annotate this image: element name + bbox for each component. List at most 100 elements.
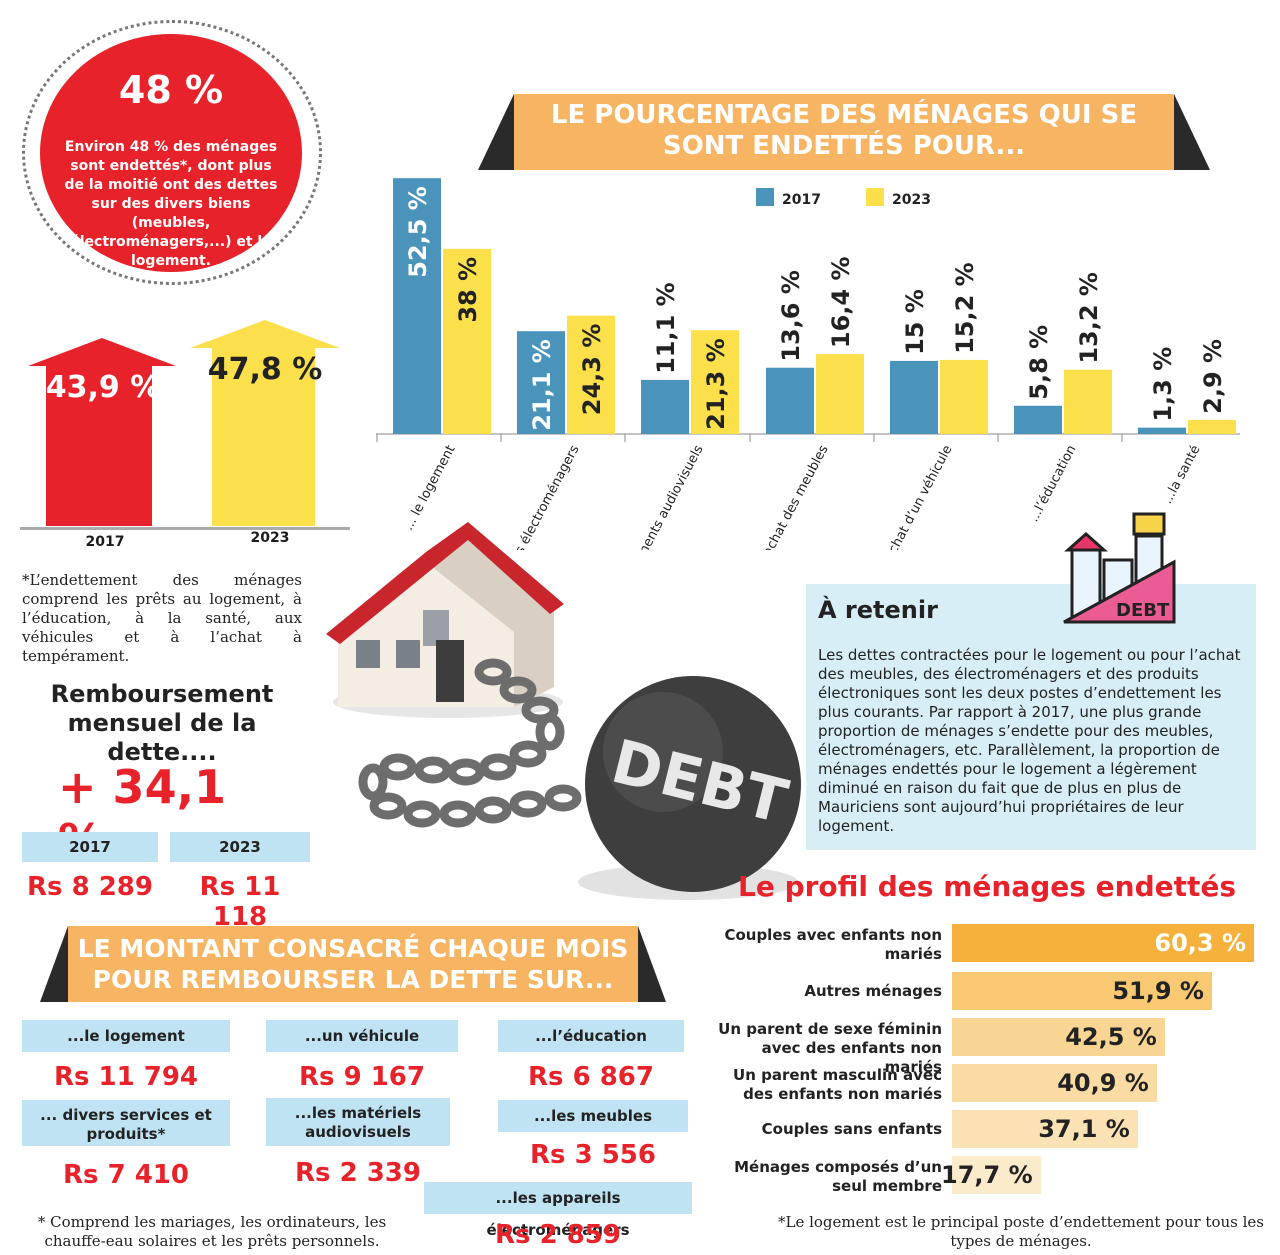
highlight-circle: 48 % Environ 48 % des ménages sont endet…	[40, 34, 302, 272]
profil-chart: Couples avec enfants non mariés 60,3 % Aut…	[700, 918, 1270, 1208]
profil-value-2: 42,5 %	[1065, 1023, 1157, 1051]
bar-label-2023-4: 15,2 %	[951, 262, 979, 354]
remboursement-year-2023: 2023	[170, 832, 310, 862]
bar-label-2017-5: 5,8 %	[1025, 325, 1053, 400]
montant-title: LE MONTANT CONSACRÉ CHAQUE MOIS POUR REM…	[68, 933, 638, 995]
profil-value-1: 51,9 %	[1112, 977, 1204, 1005]
bar-2023-6	[1188, 419, 1236, 434]
bar-2017-6	[1138, 427, 1186, 434]
bar-2017-5	[1014, 405, 1062, 434]
profil-bar-3	[952, 1064, 1157, 1102]
arrows-chart	[28, 320, 340, 526]
category-label-4: ...l’achat d’un véhicule	[873, 443, 956, 550]
montant-label-education: ...l’éducation	[498, 1020, 684, 1052]
legend-swatch-2017	[756, 188, 774, 206]
bar-2017-2	[641, 379, 689, 434]
bar-2017-3	[766, 367, 814, 434]
montant-amount-audiovisuels: Rs 2 339	[295, 1158, 421, 1188]
bar-label-2023-1: 24,3 %	[578, 324, 606, 416]
retenir-box: À retenir Les dettes contractées pour le…	[806, 584, 1256, 850]
circle-percentage: 48 %	[118, 68, 224, 112]
montant-label-logement: ...le logement	[22, 1020, 230, 1052]
profil-value-4: 37,1 %	[1038, 1115, 1130, 1143]
arrow-2017-value: 43,9 %	[45, 370, 161, 405]
montant-banner-shape	[40, 926, 666, 1002]
profil-title: Le profil des ménages endettés	[738, 870, 1237, 903]
profil-label-3: Un parent masculin avec des enfants non …	[733, 1066, 942, 1103]
bar-2017-1	[517, 331, 565, 434]
arrows-baseline	[20, 527, 350, 530]
bar-2017-4	[890, 360, 938, 434]
debt-icon-label: DEBT	[1116, 600, 1170, 621]
montant-amount-divers: Rs 7 410	[63, 1160, 189, 1190]
profil-value-3: 40,9 %	[1057, 1069, 1149, 1097]
profil-label-1: Autres ménages	[804, 982, 942, 1000]
bar-label-2023-3: 16,4 %	[827, 256, 855, 348]
montant-amount-meubles: Rs 3 556	[530, 1140, 656, 1170]
montant-amount-logement: Rs 11 794	[53, 1062, 199, 1092]
bar-label-2023-0: 38 %	[454, 257, 482, 323]
profil-label-0: Couples avec enfants non mariés	[724, 926, 942, 963]
montant-label-electromenagers: ...les appareils électroménagers	[424, 1182, 692, 1239]
arrow-2023	[190, 320, 340, 526]
bar-2023-3	[816, 354, 864, 434]
legend-label-2023: 2023	[892, 192, 931, 208]
bar-2023-5	[1064, 369, 1112, 434]
profil-bar-2	[952, 1018, 1165, 1056]
profil-label-5: Ménages composés d’un seul membre	[734, 1158, 942, 1195]
profil-bar-0	[952, 924, 1254, 962]
bar-label-2017-1: 21,1 %	[528, 339, 556, 431]
profil-label-4: Couples sans enfants	[761, 1120, 942, 1138]
bar-label-2017-3: 13,6 %	[777, 270, 805, 362]
montant-amount-electromenagers: Rs 2 859	[495, 1220, 621, 1250]
legend-label-2017: 2017	[782, 192, 821, 208]
montant-label-audiovisuels: ...les matériels audiovisuels	[266, 1098, 450, 1146]
profil-bar-1	[952, 972, 1212, 1010]
bar-2023-0	[443, 248, 491, 434]
arrow-2017	[28, 338, 176, 526]
profil-bar-4	[952, 1110, 1138, 1148]
montant-amount-vehicule: Rs 9 167	[299, 1062, 425, 1092]
bar-2023-4	[940, 359, 988, 434]
bar-chart: 2017 2023 52,5 % 38 % ... le logement 21,1 % 2…	[376, 178, 1240, 550]
retenir-text: Les dettes contractées pour le logement …	[818, 646, 1241, 835]
arrow-2023-year: 2023	[250, 530, 290, 546]
montant-label-meubles: ...les meubles	[498, 1100, 688, 1132]
montant-amount-education: Rs 6 867	[528, 1062, 654, 1092]
bar-label-2023-2: 21,3 %	[702, 338, 730, 430]
bar-label-2023-6: 2,9 %	[1199, 339, 1227, 414]
bar-2023-1	[567, 315, 615, 434]
bar-label-2017-0: 52,5 %	[404, 186, 432, 278]
montant-title-line1: LE MONTANT CONSACRÉ CHAQUE MOIS	[77, 934, 629, 963]
profil-footnote: *Le logement est le principal poste d’en…	[778, 1213, 1264, 1250]
remboursement-amount-2017: Rs 8 289	[27, 872, 153, 902]
remboursement-year-2017: 2017	[22, 832, 158, 862]
montant-title-line2: POUR REMBOURSER LA DETTE SUR...	[92, 965, 614, 994]
retenir-title: À retenir	[818, 596, 938, 624]
legend-swatch-2023	[866, 188, 884, 206]
chart-title: LE POURCENTAGE DES MÉNAGES QUI SE SONT E…	[550, 100, 1138, 161]
circle-description: Environ 48 % des ménages sont endettés*,…	[64, 139, 278, 269]
debt-icon: DEBT	[1063, 512, 1176, 624]
montant-label-vehicule: ...un véhicule	[266, 1020, 458, 1052]
bar-label-2023-5: 13,2 %	[1075, 272, 1103, 364]
profil-bar-5	[952, 1156, 1041, 1194]
circle-border	[22, 20, 322, 285]
profil-value-0: 60,3 %	[1154, 929, 1246, 957]
profil-label-2: Un parent de sexe féminin avec des enfan…	[718, 1020, 942, 1076]
montant-label-divers: ... divers services et produits*	[22, 1100, 230, 1146]
category-label-6: ...la santé	[1160, 443, 1203, 507]
chart-banner-shape	[478, 94, 1210, 170]
arrow-2023-value: 47,8 %	[207, 352, 323, 387]
montant-footnote: * Comprend les mariages, les ordinateurs…	[37, 1213, 387, 1250]
remboursement-amount-2023: Rs 11 118	[199, 872, 281, 932]
profil-value-5: 17,7 %	[941, 1161, 1033, 1189]
bar-2023-2	[691, 330, 739, 434]
bar-label-2017-6: 1,3 %	[1149, 347, 1177, 422]
bar-2017-0	[393, 178, 441, 434]
arrows-footnote: *L’endettement des ménages comprend les …	[22, 571, 302, 665]
arrow-2017-year: 2017	[85, 534, 125, 550]
category-label-0: ... le logement	[401, 443, 458, 533]
remboursement-title: Remboursement mensuel de la dette....	[50, 680, 274, 766]
bar-label-2017-2: 11,1 %	[652, 282, 680, 374]
